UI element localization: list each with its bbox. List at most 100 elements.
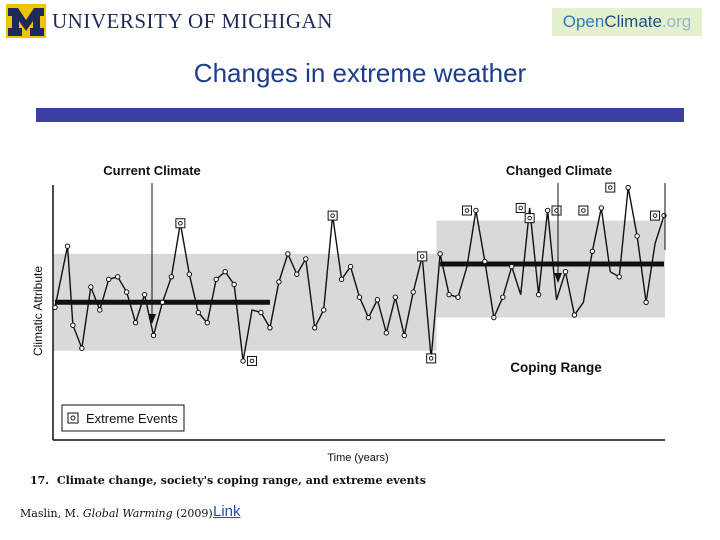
extreme-event-marker <box>650 210 661 221</box>
data-point <box>106 276 112 283</box>
data-point <box>643 299 649 305</box>
data-point <box>571 312 578 318</box>
data-point <box>213 276 219 283</box>
data-point <box>204 320 210 326</box>
legend-box <box>61 404 185 432</box>
data-point <box>661 212 667 219</box>
data-point <box>589 248 596 255</box>
y-axis-label: Climatic Attribute <box>31 266 45 356</box>
figure-caption: 17. Climate change, society's coping ran… <box>30 474 426 487</box>
data-point <box>383 330 390 336</box>
data-point <box>473 207 479 214</box>
legend-marker <box>67 412 79 424</box>
current-climate-label: Current Climate <box>103 163 201 178</box>
extreme-event-marker <box>515 202 526 213</box>
data-point <box>240 358 246 364</box>
extreme-event-dot <box>608 185 613 190</box>
university-of-michigan-logo: UNIVERSITY OF MICHIGAN <box>6 4 333 38</box>
data-point <box>455 294 461 300</box>
x-axis-label: Time (years) <box>327 452 388 464</box>
citation-work: Global Warming <box>82 507 173 520</box>
extreme-event-marker <box>417 251 428 262</box>
extreme-event-marker <box>327 210 338 221</box>
data-point <box>141 291 148 298</box>
slide-title: Changes in extreme weather <box>193 58 527 88</box>
data-point <box>123 289 130 295</box>
data-point <box>294 271 300 277</box>
arrow-head <box>554 273 562 283</box>
extreme-event-marker <box>175 218 186 229</box>
extreme-event-dot <box>652 213 658 218</box>
data-point <box>482 258 488 265</box>
data-point <box>150 332 157 339</box>
data-point <box>97 307 103 313</box>
data-point <box>544 207 551 214</box>
extreme-event-marker <box>426 353 437 364</box>
data-point <box>79 345 85 351</box>
extreme-event-box <box>551 205 562 216</box>
extreme-event-marker <box>551 205 562 216</box>
data-point <box>186 271 193 277</box>
data-point <box>70 322 76 328</box>
data-point <box>168 274 175 280</box>
data-point <box>509 263 515 270</box>
data-point <box>437 251 443 257</box>
data-point <box>303 256 309 262</box>
data-point <box>285 251 291 257</box>
data-point <box>446 291 452 298</box>
data-point <box>159 299 166 305</box>
caption-text: Climate change, society's coping range, … <box>56 474 426 487</box>
citation-year: (2009) <box>176 507 213 520</box>
legend-label: Extreme Events <box>86 411 178 426</box>
data-point <box>356 294 363 300</box>
extreme-event-dot <box>249 358 255 364</box>
data-point <box>338 276 345 283</box>
extreme-event-box <box>524 213 535 224</box>
source-link[interactable]: Link <box>213 503 241 520</box>
data-point <box>562 269 569 275</box>
data-point <box>258 309 264 316</box>
extreme-event-box <box>578 205 589 216</box>
data-point <box>634 233 640 239</box>
logo-open: Open <box>562 12 605 31</box>
data-point <box>320 307 327 313</box>
extreme-event-box <box>650 210 661 221</box>
data-point <box>598 205 605 211</box>
data-point <box>374 297 381 303</box>
extreme-event-dot <box>581 208 586 213</box>
university-name: UNIVERSITY OF MICHIGAN <box>52 8 333 33</box>
data-point <box>312 325 318 331</box>
extreme-event-dot <box>178 220 183 226</box>
data-point <box>132 320 139 326</box>
data-point <box>625 184 631 191</box>
extreme-event-box <box>175 218 186 229</box>
data-point <box>491 314 497 321</box>
data-point <box>114 274 121 280</box>
extreme-event-box <box>247 355 258 366</box>
extreme-event-box <box>417 251 428 262</box>
logo-climate: Climate <box>604 12 662 31</box>
data-point <box>347 263 354 270</box>
block-m-icon <box>6 4 46 38</box>
extreme-event-dot <box>428 356 434 361</box>
extreme-event-dot <box>464 208 470 213</box>
data-point <box>535 291 542 298</box>
extreme-event-box <box>515 202 526 213</box>
extreme-event-box <box>605 182 616 193</box>
extreme-event-dot <box>330 213 335 218</box>
extreme-event-marker <box>605 182 616 193</box>
coping-range-band <box>436 220 665 318</box>
title-divider <box>36 108 684 122</box>
data-point <box>88 284 94 290</box>
data-point <box>231 281 237 288</box>
data-point <box>616 274 622 280</box>
changed-climate-label: Changed Climate <box>506 163 612 178</box>
extreme-event-marker <box>461 205 472 216</box>
openclimate-logo: Open Climate .org <box>552 8 702 36</box>
data-point <box>500 294 506 300</box>
extreme-event-marker <box>578 205 589 216</box>
legend-marker-dot <box>70 415 76 421</box>
data-point <box>392 294 399 300</box>
extreme-event-marker <box>524 213 535 224</box>
extreme-event-dot <box>518 205 523 211</box>
